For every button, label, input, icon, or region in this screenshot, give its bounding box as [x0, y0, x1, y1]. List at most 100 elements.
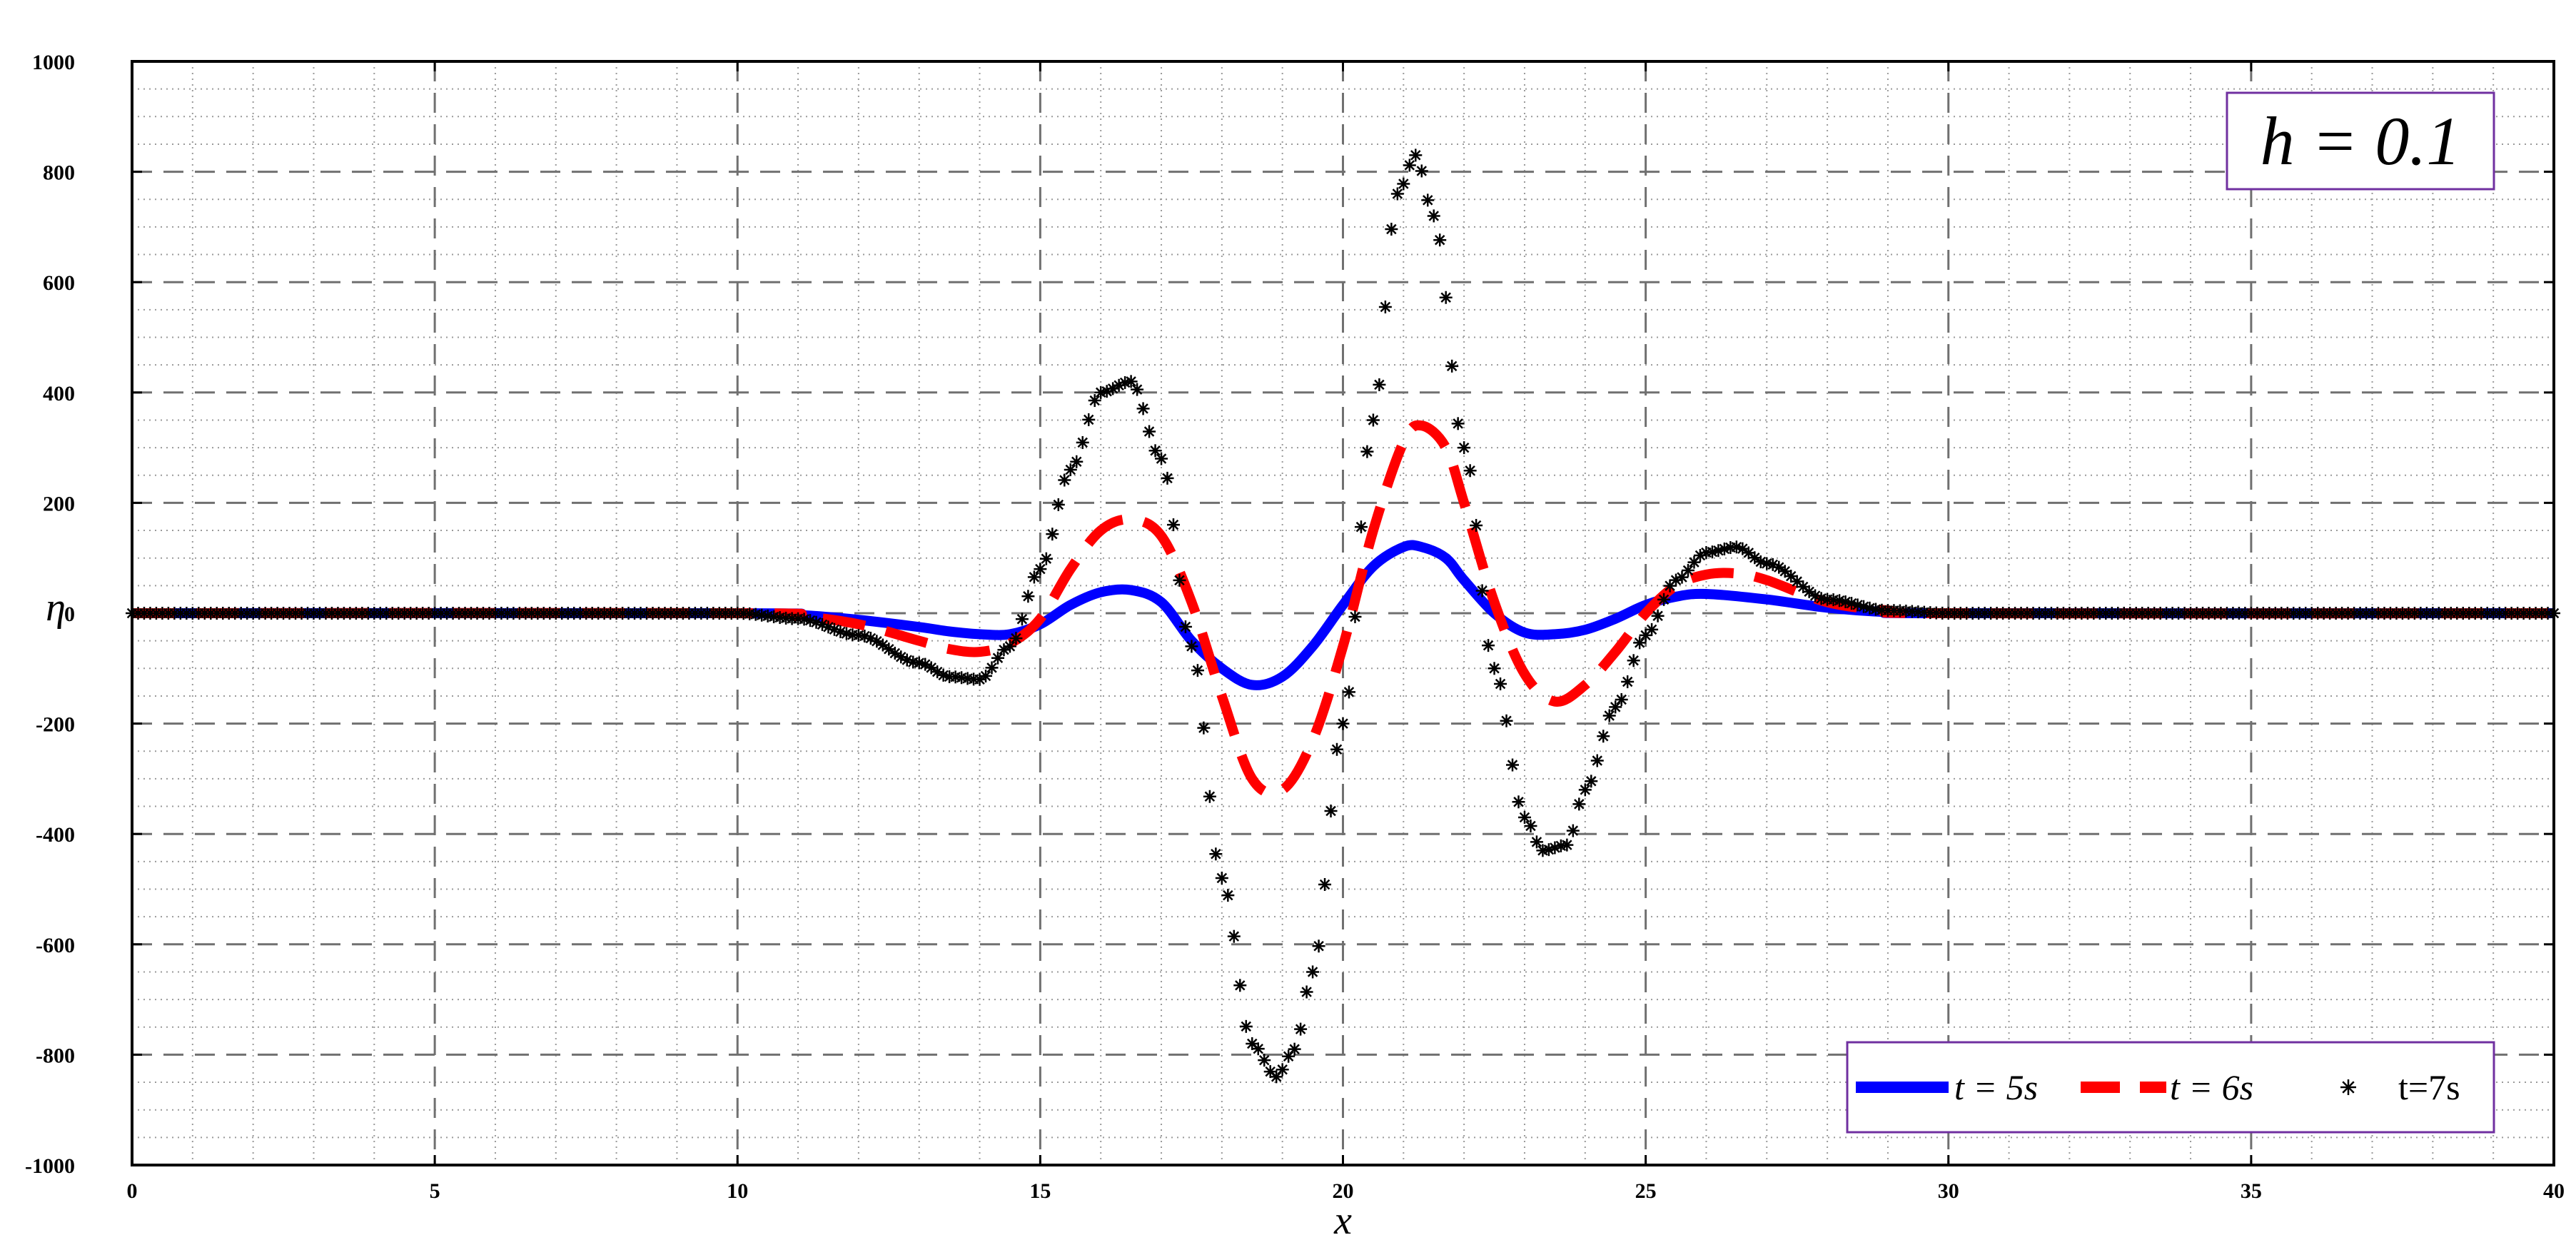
asterisk-stroke	[1446, 361, 1458, 372]
asterisk-stroke	[980, 670, 991, 682]
data-point-marker	[1742, 546, 1755, 560]
asterisk-stroke	[884, 643, 894, 655]
asterisk-stroke	[1362, 446, 1373, 457]
asterisk-stroke	[1156, 453, 1167, 464]
legend-label: t = 6s	[2170, 1067, 2253, 1107]
data-point-marker	[1058, 473, 1071, 487]
data-point-marker	[1439, 291, 1453, 304]
data-point-marker	[1088, 394, 1101, 408]
x-tick-label: 35	[2241, 1179, 2262, 1203]
annotation-frame	[2226, 91, 2495, 191]
asterisk-stroke	[1779, 566, 1790, 577]
asterisk-stroke	[1580, 785, 1591, 795]
legend-frame	[1846, 1041, 2495, 1134]
data-point-marker	[1215, 872, 1228, 885]
legend-items: t = 5s t = 6s t=7s	[1856, 1067, 2460, 1107]
data-point-marker	[1373, 378, 1386, 391]
asterisk-stroke	[1253, 1043, 1263, 1054]
data-point-marker	[1385, 223, 1398, 236]
annotation-box: h = 0.1	[2226, 91, 2495, 191]
asterisk-stroke	[1131, 384, 1143, 395]
data-point-marker	[1173, 573, 1186, 587]
asterisk-stroke	[1707, 546, 1718, 558]
asterisk-stroke	[1682, 565, 1694, 576]
data-point-marker	[1197, 721, 1211, 735]
data-point-marker	[1070, 455, 1084, 468]
data-point-marker	[991, 651, 1004, 665]
y-tick-label: -1000	[25, 1154, 75, 1178]
asterisk-stroke	[835, 626, 846, 637]
asterisk-stroke	[1501, 715, 1512, 727]
legend: t = 5s t = 6s t=7s	[1846, 1041, 2495, 1134]
asterisk-stroke	[1423, 195, 1433, 206]
asterisk-stroke	[1265, 1066, 1276, 1077]
asterisk-stroke	[1053, 499, 1064, 510]
data-point-marker	[1155, 452, 1168, 465]
asterisk-stroke	[1174, 575, 1185, 586]
data-point-marker	[1458, 441, 1471, 455]
asterisk-stroke	[1392, 188, 1403, 199]
y-tick-label: 0	[64, 603, 75, 626]
x-tick-label: 25	[1635, 1179, 1657, 1203]
legend-item-1: t = 5s	[1856, 1067, 2038, 1107]
asterisk-stroke	[1380, 301, 1391, 313]
asterisk-stroke	[1313, 941, 1324, 952]
asterisk-stroke	[1223, 889, 1233, 901]
asterisk-stroke	[1628, 655, 1639, 666]
data-point-marker	[1324, 805, 1338, 818]
asterisk-stroke	[1767, 559, 1779, 570]
data-point-marker	[834, 625, 847, 638]
asterisk-stroke	[1016, 614, 1028, 625]
data-point-marker	[1590, 754, 1604, 767]
asterisk-stroke	[1434, 234, 1445, 246]
asterisk-stroke	[817, 619, 828, 630]
asterisk-stroke	[1543, 844, 1555, 855]
asterisk-stroke	[1047, 528, 1058, 540]
asterisk-stroke	[1846, 598, 1857, 609]
asterisk-stroke	[896, 651, 906, 662]
asterisk-stroke	[1035, 563, 1046, 575]
asterisk-stroke	[1797, 581, 1809, 593]
data-point-marker	[1451, 417, 1465, 430]
asterisk-stroke	[1489, 663, 1500, 674]
data-point-marker	[1027, 570, 1041, 584]
data-point-marker	[1409, 148, 1423, 162]
asterisk-stroke	[1301, 987, 1312, 997]
asterisk-stroke	[1658, 594, 1670, 605]
asterisk-stroke	[1023, 591, 1034, 602]
data-point-marker	[1348, 610, 1362, 623]
y-tick-label: 600	[43, 271, 75, 295]
asterisk-stroke	[1150, 445, 1161, 456]
asterisk-stroke	[1126, 376, 1136, 387]
data-point-marker	[1421, 193, 1435, 207]
asterisk-stroke	[986, 662, 997, 673]
data-point-marker	[1494, 677, 1507, 691]
asterisk-stroke	[1597, 730, 1609, 742]
asterisk-stroke	[1277, 1064, 1288, 1075]
asterisk-stroke	[889, 647, 901, 659]
asterisk-stroke	[1616, 694, 1627, 705]
asterisk-stroke	[1567, 825, 1579, 836]
asterisk-stroke	[2342, 1081, 2355, 1094]
asterisk-stroke	[1398, 178, 1409, 189]
data-point-marker	[1076, 435, 1089, 449]
data-point-marker	[1009, 632, 1023, 645]
asterisk-stroke	[1604, 710, 1615, 721]
data-point-marker	[1221, 889, 1235, 902]
asterisk-stroke	[1622, 676, 1633, 687]
data-point-marker	[1251, 1042, 1265, 1056]
data-point-marker	[1166, 518, 1180, 532]
asterisk-stroke	[1453, 418, 1463, 429]
asterisk-stroke	[1440, 292, 1451, 303]
asterisk-stroke	[1143, 426, 1155, 437]
asterisk-stroke	[1004, 641, 1016, 652]
asterisk-stroke	[1083, 414, 1094, 425]
data-point-marker	[1366, 413, 1380, 427]
asterisk-stroke	[1610, 702, 1621, 712]
asterisk-stroke	[992, 652, 1004, 663]
data-point-marker	[1463, 464, 1477, 478]
data-point-marker	[876, 638, 889, 652]
data-point-marker	[1021, 590, 1035, 603]
data-point-marker	[1524, 820, 1537, 833]
x-tick-label: 15	[1029, 1179, 1051, 1203]
